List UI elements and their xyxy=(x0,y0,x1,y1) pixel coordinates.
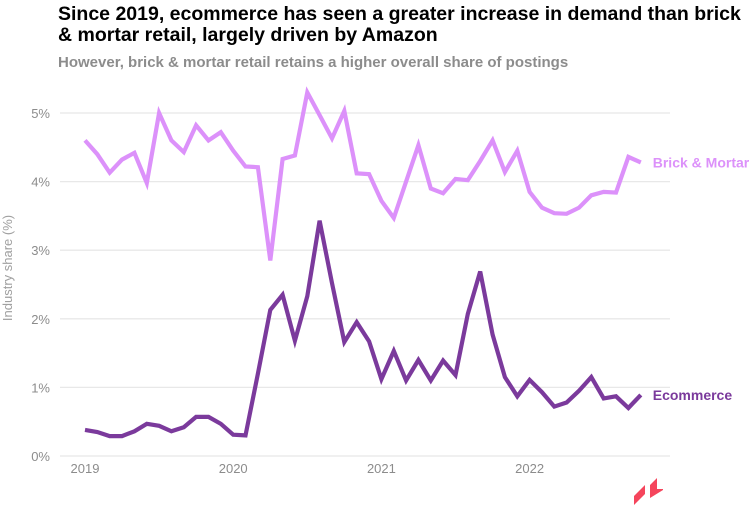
series-line-ecommerce xyxy=(84,220,643,439)
series-label-brick-mortar: Brick & Mortar xyxy=(653,154,750,170)
x-tick-label: 2020 xyxy=(219,461,248,476)
x-tick-label: 2021 xyxy=(367,461,396,476)
x-tick-label: 2019 xyxy=(71,461,100,476)
series-line-brick-mortar xyxy=(83,86,642,261)
logo xyxy=(634,478,663,505)
x-tick-label: 2022 xyxy=(515,461,544,476)
series-label-ecommerce: Ecommerce xyxy=(653,387,733,403)
y-tick-label: 2% xyxy=(31,312,50,327)
y-tick-label: 4% xyxy=(31,175,50,190)
y-tick-label: 3% xyxy=(31,243,50,258)
y-tick-label: 0% xyxy=(31,449,50,464)
y-tick-label: 5% xyxy=(31,106,50,121)
y-tick-label: 1% xyxy=(31,380,50,395)
chart-subtitle: However, brick & mortar retail retains a… xyxy=(58,54,569,71)
chart-title: Since 2019, ecommerce has seen a greater… xyxy=(58,3,741,46)
y-axis-label: Industry share (%) xyxy=(0,215,15,321)
